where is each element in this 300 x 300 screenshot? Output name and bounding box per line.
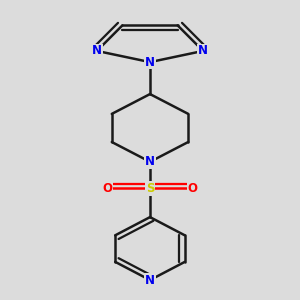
Text: N: N [198,44,208,57]
Text: N: N [145,274,155,286]
Text: N: N [145,56,155,69]
Text: S: S [146,182,154,195]
Text: O: O [188,182,197,195]
Text: N: N [145,155,155,168]
Text: N: N [92,44,102,57]
Text: O: O [103,182,112,195]
